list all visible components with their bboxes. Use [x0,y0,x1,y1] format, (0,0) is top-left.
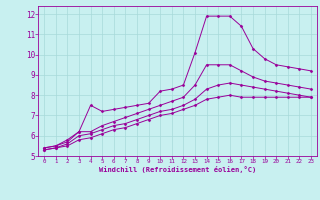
X-axis label: Windchill (Refroidissement éolien,°C): Windchill (Refroidissement éolien,°C) [99,166,256,173]
